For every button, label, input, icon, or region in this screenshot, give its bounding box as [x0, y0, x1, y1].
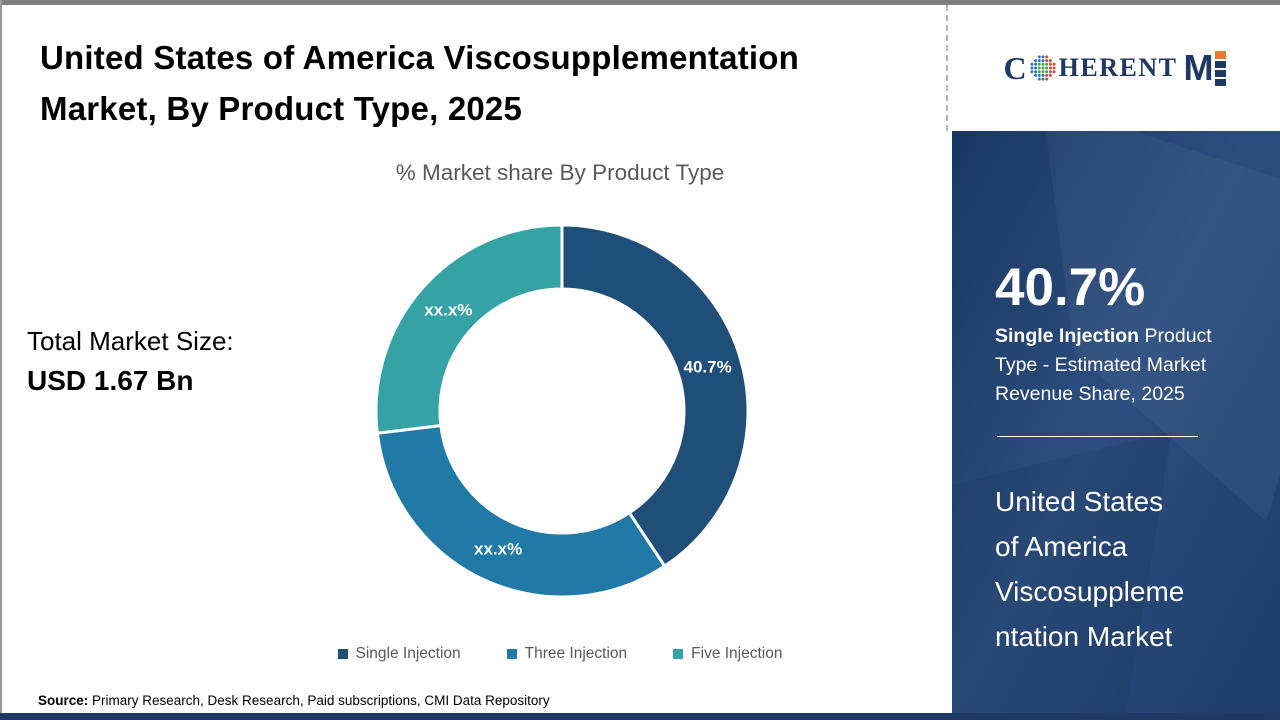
- legend-label: Single Injection: [355, 645, 461, 662]
- i-segment-navy: [1215, 60, 1227, 68]
- market-name-line: Viscosuppleme: [995, 576, 1185, 607]
- legend-item-three-injection: Three Injection: [506, 645, 628, 663]
- donut-slice-three-injection: [375, 424, 667, 599]
- donut-chart-svg: 40.7% xx.x% xx.x%: [374, 223, 750, 599]
- sidebar-content: 40.7% Single Injection Product Type - Es…: [952, 261, 1280, 659]
- legend-swatch-icon: [506, 649, 517, 659]
- market-name-line: United States: [995, 486, 1164, 517]
- highlight-share-description: Single Injection Product Type - Estimate…: [995, 322, 1245, 409]
- donut-slice-five-injection: [374, 223, 564, 435]
- highlight-share-value: 40.7%: [995, 258, 1146, 317]
- i-segment-navy: [1215, 69, 1227, 77]
- sidebar-divider-line: [997, 436, 1198, 437]
- slice-label-three-injection: xx.x%: [474, 539, 522, 558]
- market-name-line: of America: [995, 531, 1128, 562]
- total-market-size-value: USD 1.67 Bn: [27, 365, 194, 396]
- legend-swatch-icon: [673, 649, 684, 659]
- source-line: Source: Primary Research, Desk Research,…: [38, 693, 550, 708]
- logo-word-rest: HERENT: [1058, 53, 1178, 82]
- total-market-size-label: Total Market Size:: [27, 326, 234, 356]
- logo-box: C HERENT M: [950, 5, 1280, 131]
- logo-letter-c: C: [1003, 50, 1027, 86]
- dashed-divider-line: [946, 5, 948, 131]
- page-title-line1: United States of America Viscosupplement…: [40, 39, 800, 76]
- sidebar-market-name: United States of America Viscosuppleme n…: [995, 479, 1240, 659]
- page-title: United States of America Viscosupplement…: [40, 32, 940, 134]
- highlight-share-bold: Single Injection: [995, 325, 1140, 347]
- source-label: Source:: [38, 693, 89, 708]
- slice-label-single-injection: 40.7%: [683, 358, 731, 377]
- legend-label: Five Injection: [691, 645, 783, 662]
- top-border-strip: [0, 0, 1280, 5]
- sidebar-texture: [952, 131, 1280, 713]
- legend-item-five-injection: Five Injection: [673, 645, 782, 663]
- i-segment-navy: [1215, 78, 1227, 86]
- legend-item-single-injection: Single Injection: [337, 645, 461, 663]
- donut-chart: 40.7% xx.x% xx.x%: [367, 216, 757, 606]
- chart-subtitle: % Market share By Product Type: [395, 160, 725, 185]
- page-title-line2: Market, By Product Type, 2025: [40, 90, 523, 127]
- left-border-strip: [0, 0, 2, 720]
- slice-label-five-injection: xx.x%: [424, 301, 472, 320]
- logo-letter-m: M: [1183, 47, 1213, 88]
- coherentmi-logo: C HERENT M: [1004, 50, 1227, 86]
- legend-swatch-icon: [337, 649, 348, 659]
- legend-label: Three Injection: [524, 645, 628, 662]
- market-name-line: ntation Market: [995, 621, 1173, 652]
- segmented-i-icon: [1215, 50, 1227, 86]
- i-segment-orange: [1215, 50, 1227, 59]
- sidebar-panel: 40.7% Single Injection Product Type - Es…: [952, 131, 1280, 713]
- bottom-border-strip: [0, 713, 1280, 720]
- total-market-size: Total Market Size: USD 1.67 Bn: [27, 326, 234, 397]
- donut-slice-single-injection: [560, 223, 750, 568]
- source-text: Primary Research, Desk Research, Paid su…: [88, 693, 550, 708]
- highlight-share-rest: Product Type - Estimated Market Revenue …: [995, 325, 1212, 405]
- globe-icon: [1030, 55, 1056, 81]
- chart-legend: Single Injection Three Injection Five Inje…: [205, 645, 915, 663]
